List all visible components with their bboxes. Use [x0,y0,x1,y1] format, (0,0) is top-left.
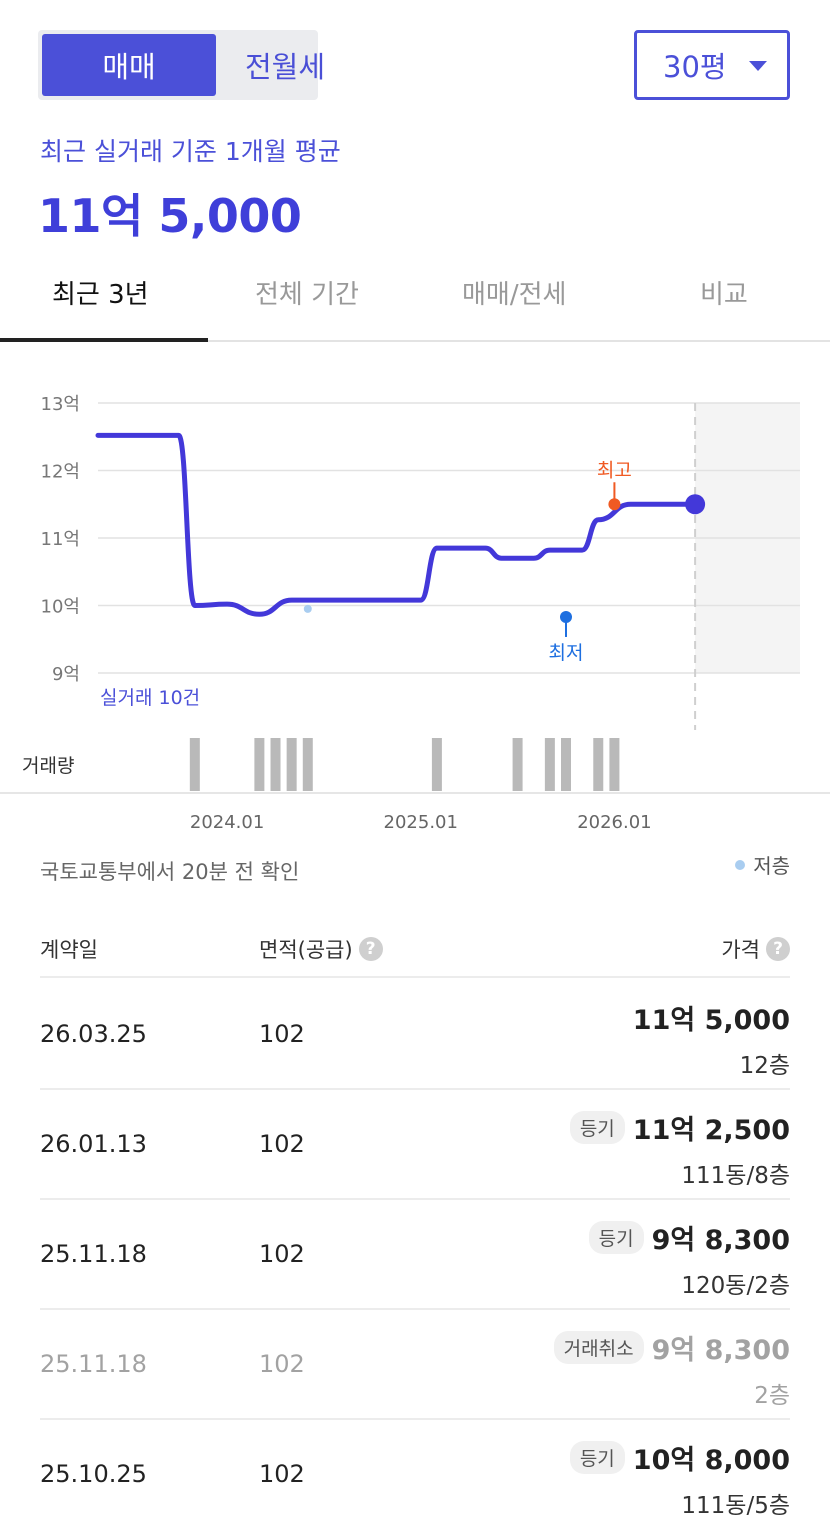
legend-low-floor: 저층 [735,850,790,879]
table-row[interactable]: 25.11.18 102 등기 9억 8,300 120동/2층 [40,1200,790,1310]
row-price: 10억 8,000 [632,1445,790,1476]
data-source-text: 국토교통부에서 20분 전 확인 [40,860,300,884]
row-price-group: 11억 5,000 [633,998,790,1037]
row-floor: 2층 [754,1383,790,1409]
average-price: 11억 5,000 [38,189,302,243]
header-area: 면적(공급) ? [259,934,383,964]
row-floor: 120동/2층 [681,1273,790,1299]
row-price-group: 등기 9억 8,300 [588,1218,790,1257]
price-line [95,432,698,617]
row-area: 102 [259,1130,305,1158]
volume-bar [544,738,555,791]
header-date: 계약일 [40,938,98,962]
row-price: 9억 8,300 [651,1335,790,1366]
y-tick-label: 12억 [41,462,80,483]
y-tick-label: 9억 [52,664,80,685]
toggle-sale[interactable]: 매매 [42,34,216,96]
size-select-value: 30평 [663,50,727,84]
row-date: 26.01.13 [40,1130,147,1158]
row-date: 25.11.18 [40,1240,147,1268]
low-floor-point[interactable] [303,604,312,613]
volume-label: 거래량 [22,755,74,777]
row-date: 25.11.18 [40,1350,147,1378]
header-price-label: 가격 [721,938,760,962]
low-label: 최저 [549,642,584,664]
row-price: 9억 8,300 [651,1225,790,1256]
help-icon[interactable]: ? [766,937,790,961]
row-floor: 111동/8층 [681,1163,790,1189]
table-header: 계약일 면적(공급) ? 가격 ? [40,930,790,978]
row-floor: 12층 [739,1053,790,1079]
toggle-lease[interactable]: 전월세 [244,50,326,84]
average-label: 최근 실거래 기준 1개월 평균 [40,137,341,166]
size-select[interactable]: 30평 [634,30,790,100]
volume-bar [431,738,442,791]
volume-bar [254,738,265,791]
y-tick-label: 10억 [41,597,80,618]
tab-sale-lease[interactable]: 매매/전세 [462,280,567,310]
volume-bar [302,738,313,791]
help-icon[interactable]: ? [358,937,383,961]
row-date: 26.03.25 [40,1020,147,1048]
row-price: 11억 5,000 [632,1005,790,1036]
table-row[interactable]: 25.11.18 102 거래취소 9억 8,300 2층 [40,1310,790,1420]
row-price-group: 거래취소 9억 8,300 [553,1328,790,1367]
x-tick-label: 2024.01 [190,812,264,833]
row-area: 102 [259,1240,305,1268]
high-point[interactable] [608,498,621,511]
table-row[interactable]: 26.01.13 102 등기 11억 2,500 111동/8층 [40,1090,790,1200]
low-point[interactable] [560,610,572,623]
row-date: 25.10.25 [40,1460,147,1488]
registered-badge: 등기 [588,1221,644,1254]
registered-badge: 등기 [569,1111,625,1144]
registered-badge: 등기 [569,1441,625,1474]
legend-label: 저층 [753,854,790,878]
high-label: 최고 [597,459,632,481]
x-tick-label: 2025.01 [384,812,458,833]
y-tick-label: 13억 [41,394,80,415]
volume-bar [561,738,571,791]
active-tab-indicator [0,338,208,342]
row-area: 102 [259,1460,305,1488]
volume-bar [512,738,523,791]
volume-bar [609,738,620,791]
chart-divider [0,792,830,794]
volume-bar [593,738,604,791]
tab-all-period[interactable]: 전체 기간 [255,280,359,310]
row-area: 102 [259,1020,305,1048]
row-price-group: 등기 10억 8,000 [569,1438,790,1477]
row-area: 102 [259,1350,305,1378]
y-tick-label: 11억 [41,529,80,550]
trade-type-toggle: 매매 전월세 [38,30,325,100]
volume-bar [270,738,281,791]
table-row[interactable]: 25.10.25 102 등기 10억 8,000 111동/5층 [40,1420,790,1530]
header-price: 가격 ? [721,934,790,964]
row-price-group: 등기 11억 2,500 [569,1108,790,1147]
deal-count-label: 실거래 10건 [100,687,200,709]
volume-bar [286,738,297,791]
tab-compare[interactable]: 비교 [700,280,748,310]
period-tabs: 최근 3년 전체 기간 매매/전세 비교 [0,252,830,342]
tab-recent-3-years[interactable]: 최근 3년 [52,280,149,310]
row-floor: 111동/5층 [681,1493,790,1519]
caret-down-icon [749,61,767,71]
low-floor-dot [735,859,746,870]
volume-bar [189,738,200,791]
latest-price-dot[interactable] [685,494,706,515]
cancelled-badge: 거래취소 [553,1331,644,1364]
row-price: 11억 2,500 [632,1115,790,1146]
x-tick-label: 2026.01 [577,812,651,833]
header-area-label: 면적(공급) [259,938,353,962]
table-row[interactable]: 26.03.25 102 11억 5,000 12층 [40,980,790,1090]
